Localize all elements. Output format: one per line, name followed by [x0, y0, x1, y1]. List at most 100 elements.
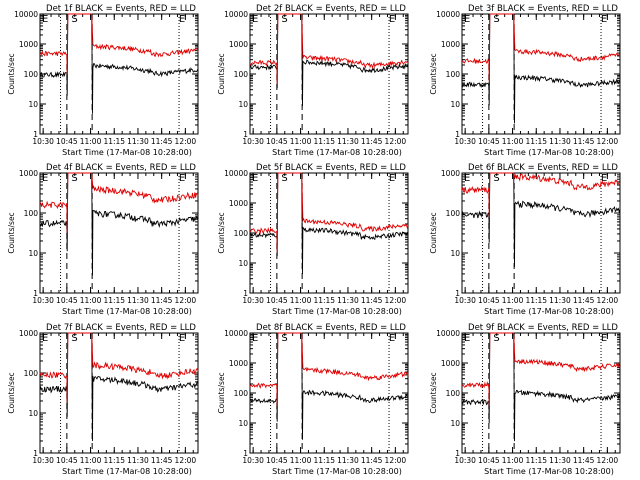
- chart-title: Det 2f BLACK = Events, RED = LLD: [256, 4, 406, 14]
- plot-frame: [461, 172, 621, 294]
- y-tick-label: 1000: [229, 359, 248, 368]
- x-tick-label: 10:45: [478, 296, 500, 305]
- series-line-events: [39, 13, 199, 114]
- y-tick-label: 100: [234, 229, 249, 238]
- y-axis-label: Counts/sec: [429, 372, 438, 413]
- x-tick-label: 10:30: [32, 456, 54, 465]
- y-tick-label: 1: [243, 130, 248, 139]
- series-line-events: [249, 332, 409, 440]
- y-tick-label: 100: [234, 389, 249, 398]
- x-tick-label: 11:15: [525, 296, 547, 305]
- series-line-events: [249, 172, 409, 275]
- x-axis-label: Start Time (17-Mar-08 10:28:00): [272, 467, 402, 476]
- x-tick-label: 10:45: [56, 296, 78, 305]
- y-tick-label: 1: [243, 289, 248, 298]
- chart-title: Det 6f BLACK = Events, RED = LLD: [468, 163, 618, 173]
- marker-label: E: [42, 14, 48, 25]
- x-tick-label: 10:45: [266, 456, 288, 465]
- x-tick-label: 10:30: [32, 296, 54, 305]
- y-tick-label: 10000: [224, 329, 248, 338]
- x-tick-label: 11:45: [151, 296, 173, 305]
- y-axis-label: Counts/sec: [7, 212, 16, 253]
- series-line-events: [249, 13, 409, 107]
- x-tick-label: 12:00: [385, 296, 407, 305]
- chart-title: Det 4f BLACK = Events, RED = LLD: [46, 163, 196, 173]
- y-tick-label: 1000: [441, 359, 460, 368]
- plot-frame: [249, 13, 409, 135]
- x-tick-label: 11:15: [103, 456, 125, 465]
- marker-label: E: [179, 333, 185, 344]
- y-tick-label: 100: [24, 70, 39, 79]
- chart-panel: Det 6f BLACK = Events, RED = LLD 1 10 100 10…: [429, 163, 621, 316]
- x-tick-label: 10:30: [242, 296, 264, 305]
- x-tick-label: 10:45: [266, 137, 288, 146]
- y-tick-label: 100: [446, 209, 461, 218]
- marker-label: E: [464, 14, 470, 25]
- marker-label: E: [464, 333, 470, 344]
- x-tick-label: 11:00: [502, 137, 524, 146]
- plot-frame: [249, 332, 409, 454]
- y-tick-label: 100: [24, 369, 39, 378]
- y-tick-label: 1: [33, 449, 38, 458]
- y-tick-label: 1000: [229, 199, 248, 208]
- marker-label: E: [179, 173, 185, 184]
- marker-label: E: [601, 333, 607, 344]
- series-line-events: [461, 332, 621, 442]
- x-tick-label: 11:30: [127, 456, 149, 465]
- y-tick-label: 10000: [436, 329, 460, 338]
- x-tick-label: 11:30: [127, 296, 149, 305]
- x-tick-label: 12:00: [597, 456, 619, 465]
- x-tick-label: 12:00: [385, 137, 407, 146]
- marker-label: E: [464, 173, 470, 184]
- x-tick-label: 10:30: [242, 456, 264, 465]
- x-tick-label: 11:30: [549, 456, 571, 465]
- marker-label: S: [71, 14, 77, 25]
- y-tick-label: 1: [455, 449, 460, 458]
- chart-panel: Det 7f BLACK = Events, RED = LLD 1 10 100 10…: [7, 323, 199, 476]
- marker-label: E: [601, 173, 607, 184]
- chart-panel: Det 3f BLACK = Events, RED = LLD 1 10 100 10…: [429, 4, 621, 157]
- x-tick-label: 11:00: [290, 137, 312, 146]
- y-axis-label: Counts/sec: [7, 53, 16, 94]
- y-tick-label: 10: [450, 419, 460, 428]
- series-line-lld: [249, 172, 409, 252]
- y-tick-label: 1: [455, 289, 460, 298]
- series-line-lld: [39, 13, 199, 75]
- y-tick-label: 10: [28, 100, 38, 109]
- x-tick-label: 11:15: [313, 137, 335, 146]
- y-tick-label: 1000: [19, 40, 38, 49]
- x-tick-label: 10:30: [454, 456, 476, 465]
- x-tick-label: 11:30: [549, 137, 571, 146]
- x-tick-label: 10:45: [478, 456, 500, 465]
- y-tick-label: 10: [450, 100, 460, 109]
- chart-panel: Det 9f BLACK = Events, RED = LLD 1 10 100 10…: [429, 323, 621, 476]
- x-tick-label: 11:00: [290, 456, 312, 465]
- x-axis-label: Start Time (17-Mar-08 10:28:00): [272, 307, 402, 316]
- y-tick-label: 10: [238, 419, 248, 428]
- series-line-lld: [461, 172, 621, 218]
- marker-label: S: [493, 14, 499, 25]
- x-tick-label: 11:30: [337, 456, 359, 465]
- y-axis-label: Counts/sec: [429, 53, 438, 94]
- y-tick-label: 1: [243, 449, 248, 458]
- chart-panel: Det 1f BLACK = Events, RED = LLD 1 10 100 10…: [7, 4, 199, 157]
- y-tick-label: 10000: [224, 169, 248, 178]
- chart-title: Det 7f BLACK = Events, RED = LLD: [46, 323, 196, 333]
- x-tick-label: 12:00: [175, 296, 197, 305]
- y-tick-label: 10000: [436, 10, 460, 19]
- series-line-events: [39, 172, 199, 276]
- x-tick-label: 11:15: [313, 456, 335, 465]
- y-tick-label: 10000: [14, 10, 38, 19]
- y-tick-label: 1000: [19, 169, 38, 178]
- y-axis-label: Counts/sec: [429, 212, 438, 253]
- chart-panel: Det 2f BLACK = Events, RED = LLD 1 10 100 10…: [217, 4, 409, 157]
- y-tick-label: 10: [238, 100, 248, 109]
- marker-label: S: [281, 14, 287, 25]
- x-tick-label: 10:45: [56, 137, 78, 146]
- x-tick-label: 11:45: [361, 296, 383, 305]
- plot-frame: [39, 332, 199, 454]
- x-tick-label: 11:45: [151, 137, 173, 146]
- plot-frame: [249, 172, 409, 294]
- y-tick-label: 1000: [441, 40, 460, 49]
